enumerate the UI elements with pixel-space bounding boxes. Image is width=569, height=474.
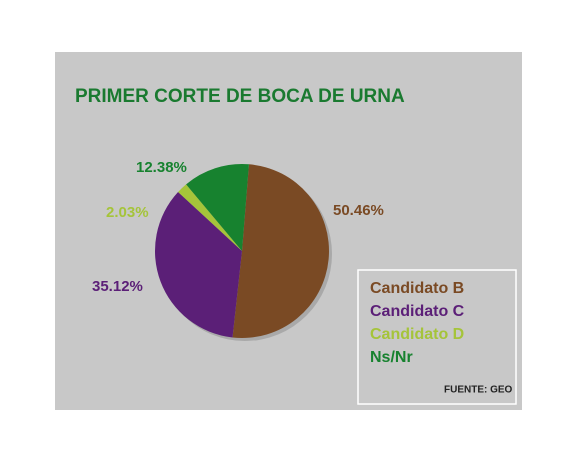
legend-label: Candidato B xyxy=(370,280,464,297)
chart-title: PRIMER CORTE DE BOCA DE URNA xyxy=(75,86,405,107)
legend-label: Ns/Nr xyxy=(370,349,413,366)
value-label: 12.38% xyxy=(136,159,187,176)
legend-label: Candidato C xyxy=(370,303,465,320)
pie-slice xyxy=(232,164,329,338)
legend-box xyxy=(357,269,517,405)
value-label: 2.03% xyxy=(106,204,149,221)
pie-slice xyxy=(178,184,242,251)
source-note: FUENTE: GEO xyxy=(444,385,513,396)
value-label: 35.12% xyxy=(92,278,143,295)
value-label: 50.46% xyxy=(333,202,384,219)
pie-slice xyxy=(186,164,249,251)
pie-slice xyxy=(154,191,242,338)
legend-label: Candidato D xyxy=(370,326,464,343)
